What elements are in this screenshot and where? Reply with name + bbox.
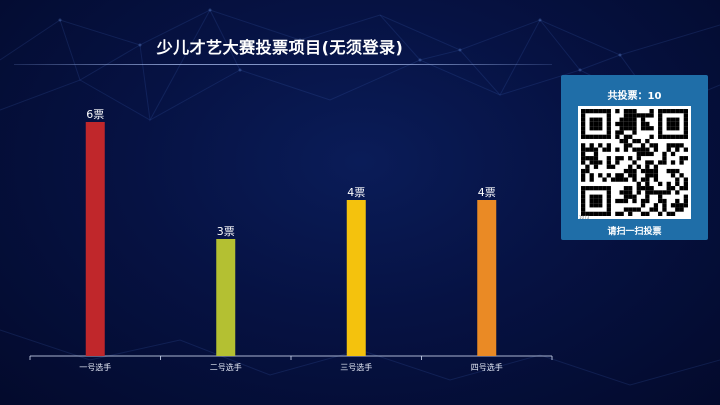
qr-code[interactable]: 1073 bbox=[578, 106, 691, 220]
vote-total-label: 共投票： bbox=[607, 91, 648, 102]
x-tick-label: 二号选手 bbox=[210, 362, 242, 372]
scan-prompt: 请扫一扫投票 bbox=[607, 227, 662, 237]
title-divider bbox=[14, 64, 552, 65]
bar-value-label: 3票 bbox=[217, 225, 235, 238]
bar-value-label: 4票 bbox=[347, 186, 365, 199]
vote-total-value: 10 bbox=[647, 91, 662, 102]
x-tick-label: 一号选手 bbox=[79, 362, 111, 372]
qr-tag: 1073 bbox=[579, 215, 590, 220]
page-title: 少儿才艺大赛投票项目(无须登录) bbox=[156, 38, 404, 57]
vote-total: 共投票：10 bbox=[561, 87, 708, 102]
bar-2[interactable] bbox=[216, 239, 236, 356]
vote-panel: 共投票：10 1073 请扫一扫投票 bbox=[561, 75, 708, 240]
qr-code-icon bbox=[581, 109, 688, 216]
x-tick-label: 三号选手 bbox=[340, 362, 372, 372]
bar-4[interactable] bbox=[477, 200, 497, 356]
bar-1[interactable] bbox=[85, 122, 105, 356]
x-tick-label: 四号选手 bbox=[471, 362, 503, 372]
bar-value-label: 6票 bbox=[86, 108, 104, 121]
bar-3[interactable] bbox=[346, 200, 366, 356]
bar-value-label: 4票 bbox=[478, 186, 496, 199]
